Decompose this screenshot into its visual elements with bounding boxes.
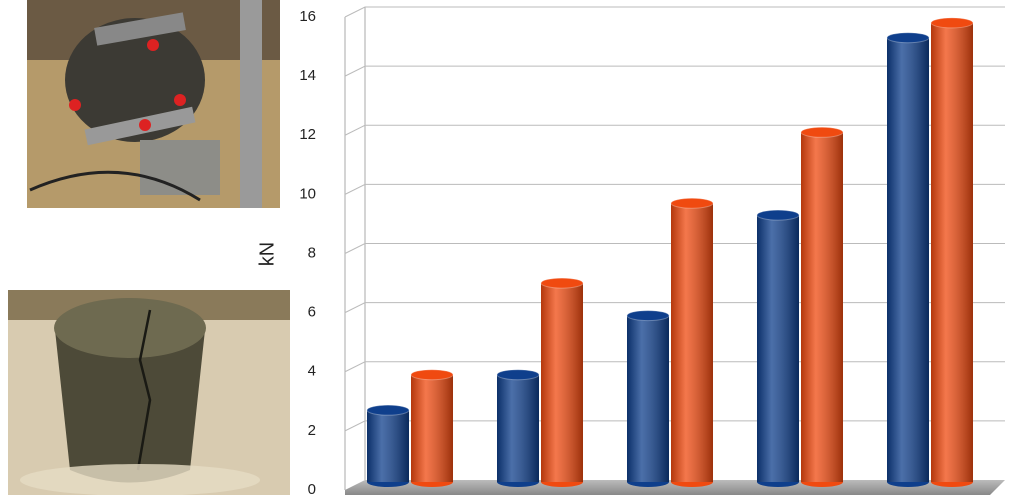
y-tick-label: 6: [308, 304, 316, 321]
photo-specimen: [8, 290, 290, 495]
y-tick-label: 8: [308, 244, 316, 261]
bar-top: [496, 369, 540, 381]
y-tick-label: 14: [299, 67, 316, 84]
bar-shade: [757, 215, 799, 482]
grid-line: [344, 65, 1005, 77]
y-tick-label: 16: [299, 8, 316, 25]
bar-top: [670, 197, 714, 209]
photo-test-rig: [27, 0, 280, 208]
bar-shade: [931, 22, 973, 482]
bar-shade: [671, 203, 713, 482]
bar-top: [930, 17, 974, 29]
bar-top: [540, 277, 584, 289]
bar-top: [886, 32, 930, 44]
bar-top: [410, 369, 454, 381]
bar-top: [626, 310, 670, 322]
y-tick-label: 0: [308, 481, 316, 495]
chart: 0 2 4 6 8 10 12 14 16: [299, 6, 1005, 495]
y-tick-label: 2: [308, 422, 316, 439]
grid-line: [344, 183, 1005, 195]
y-tick-label: 10: [299, 185, 316, 202]
bar-shade: [887, 37, 929, 482]
y-tick-label: 12: [299, 126, 316, 143]
grid-line: [344, 6, 1005, 18]
bar-shade: [497, 374, 539, 482]
bar-shade: [541, 283, 583, 482]
bar-top: [756, 209, 800, 221]
bar-shade: [411, 374, 453, 482]
y-axis-label: kN: [256, 242, 278, 266]
grid-line: [344, 124, 1005, 136]
y-tick-label: 4: [308, 363, 316, 380]
bar-shade: [367, 410, 409, 482]
bar-top: [366, 404, 410, 416]
bar-top: [800, 126, 844, 138]
bar-shade: [627, 315, 669, 482]
bar-shade: [801, 132, 843, 482]
